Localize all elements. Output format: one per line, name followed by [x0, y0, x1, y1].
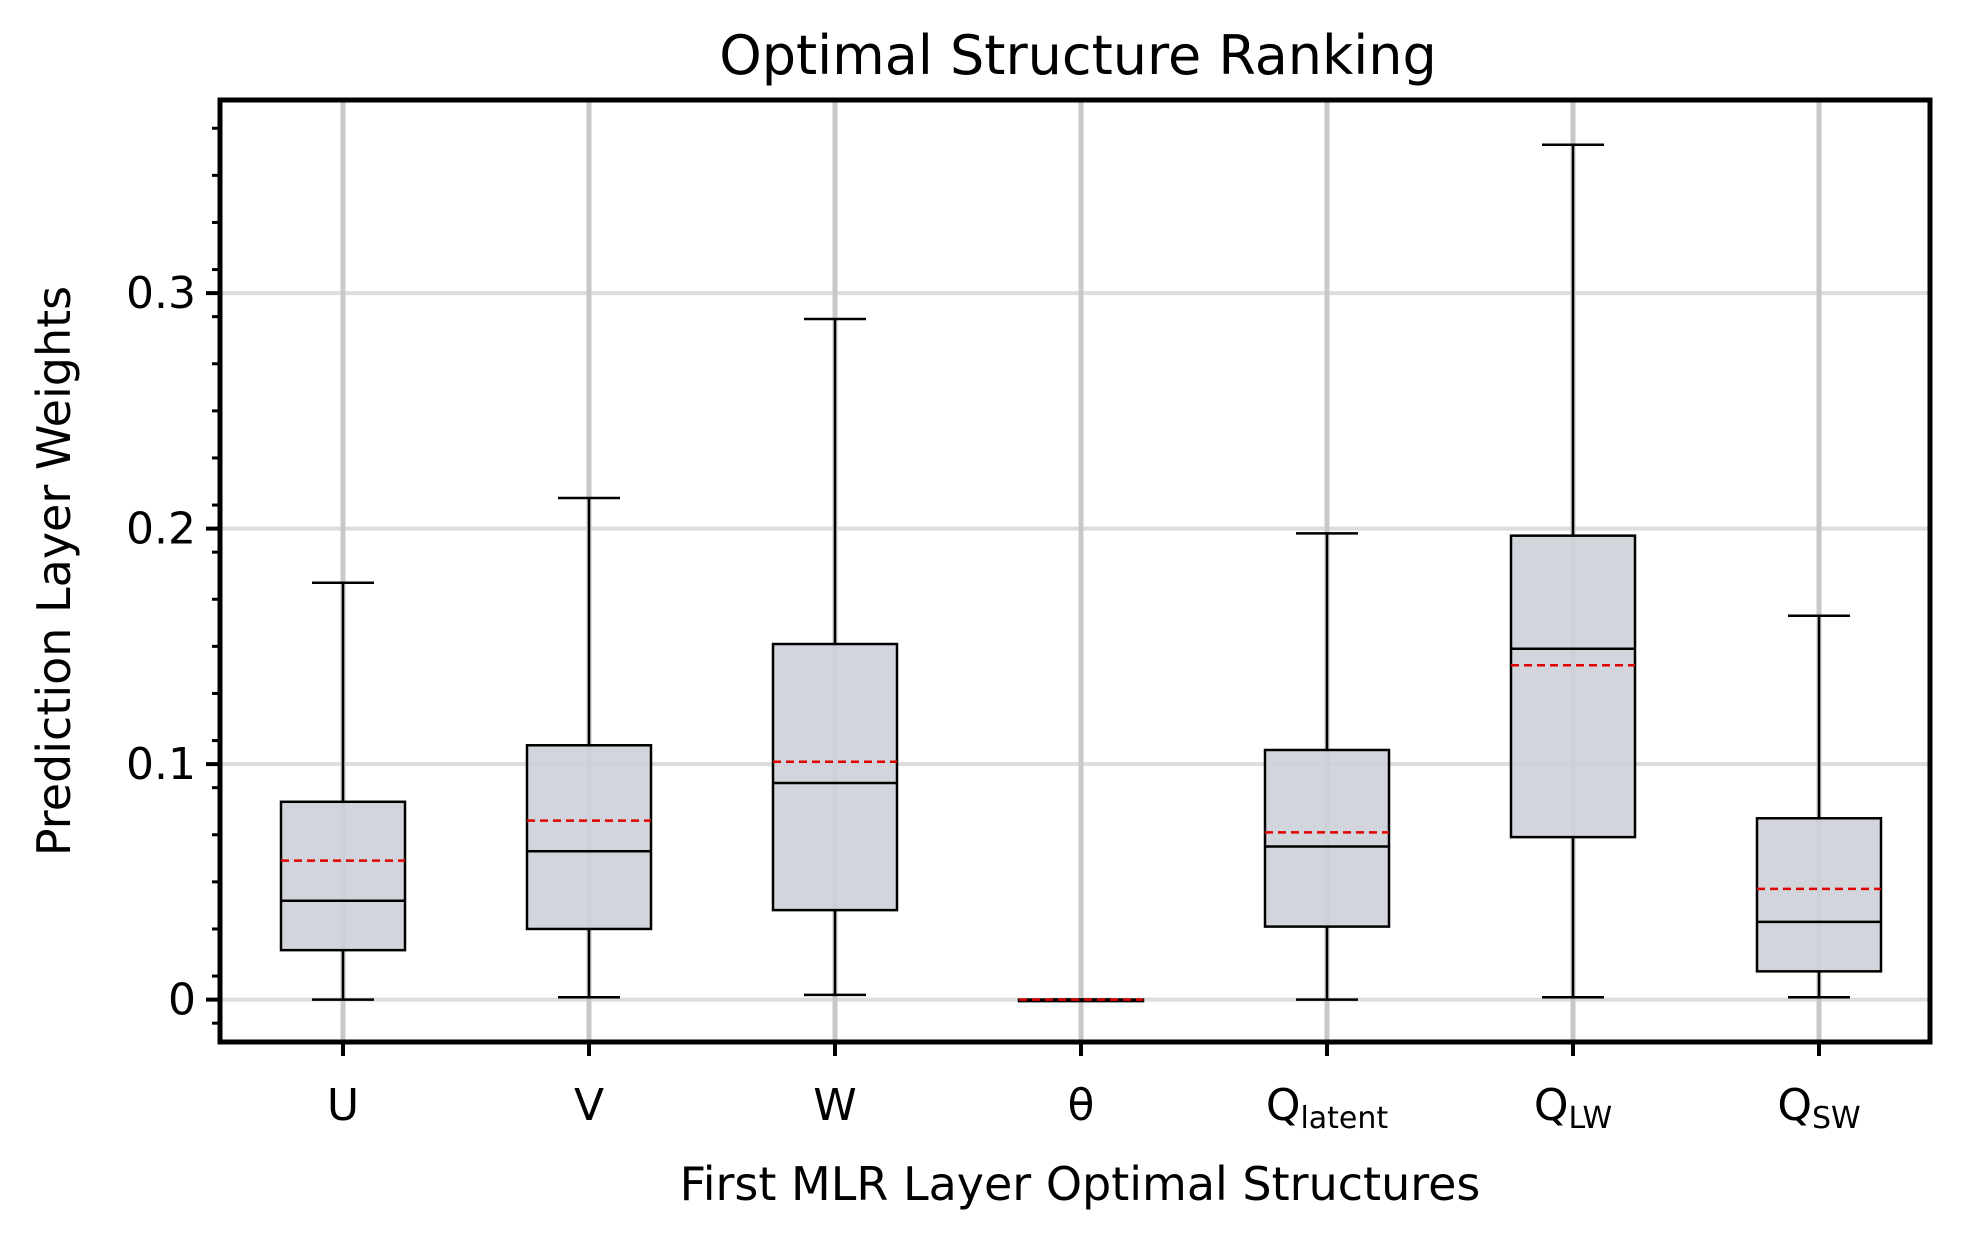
iqr-box — [1509, 534, 1637, 839]
box-group — [1755, 614, 1883, 999]
iqr-box — [279, 800, 407, 952]
box-group — [771, 317, 899, 997]
chart-title: Optimal Structure Ranking — [719, 24, 1437, 87]
y-tick-label: 0 — [168, 975, 196, 1026]
x-tick-label: V — [574, 1080, 604, 1131]
x-tick-label: θ — [1068, 1080, 1095, 1131]
box-group — [525, 496, 653, 999]
x-tick-label: QSW — [1777, 1080, 1860, 1136]
grid-lines — [220, 100, 1930, 1042]
y-tick-label: 0.2 — [126, 504, 196, 555]
x-axis-label: First MLR Layer Optimal Structures — [680, 1157, 1481, 1211]
y-tick-label: 0.3 — [126, 268, 196, 319]
box-group — [1017, 998, 1145, 1003]
iqr-box — [1755, 817, 1883, 973]
x-tick-label: Qlatent — [1266, 1080, 1389, 1136]
x-tick-label: U — [327, 1080, 359, 1131]
iqr-box — [525, 744, 653, 931]
box-group — [279, 581, 407, 1001]
box-group — [1263, 532, 1391, 1001]
x-tick-label: QLW — [1534, 1080, 1612, 1136]
iqr-box — [771, 642, 899, 912]
box-series — [279, 143, 1883, 1003]
iqr-box — [1263, 748, 1391, 928]
x-tick-label: W — [813, 1080, 857, 1131]
y-tick-label: 0.1 — [126, 739, 196, 790]
box-group — [1509, 143, 1637, 999]
y-axis-label: Prediction Layer Weights — [27, 286, 81, 856]
plot-area-frame — [217, 97, 1933, 1045]
